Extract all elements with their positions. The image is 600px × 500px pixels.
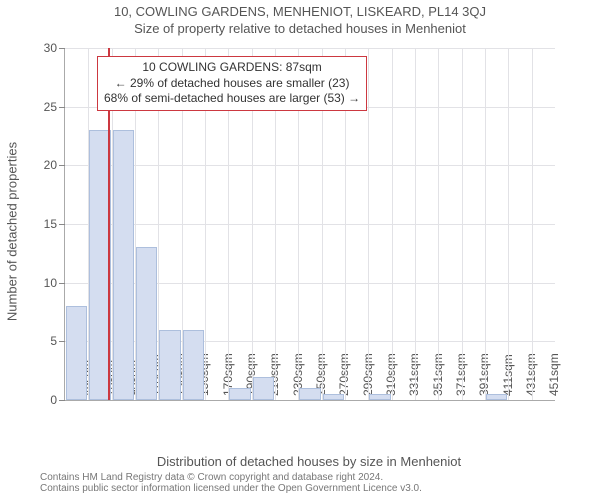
- y-tick-label: 20: [33, 158, 57, 172]
- y-tick-label: 0: [33, 393, 57, 407]
- copyright: Contains HM Land Registry data © Crown c…: [40, 472, 422, 494]
- gridline-h: [65, 224, 555, 225]
- y-tick: [59, 48, 65, 49]
- title-description: Size of property relative to detached ho…: [0, 19, 600, 36]
- x-axis-label: Distribution of detached houses by size …: [64, 454, 554, 469]
- gridline-v: [462, 48, 463, 400]
- title-address: 10, COWLING GARDENS, MENHENIOT, LISKEARD…: [0, 0, 600, 19]
- y-tick: [59, 400, 65, 401]
- y-tick-label: 15: [33, 217, 57, 231]
- histogram-bar: [136, 247, 157, 400]
- x-tick-label: 451sqm: [547, 353, 561, 396]
- annotation-line2: ← 29% of detached houses are smaller (23…: [104, 76, 360, 92]
- histogram-bar: [486, 394, 507, 400]
- histogram-bar: [229, 388, 250, 400]
- histogram-bar: [253, 377, 274, 400]
- y-tick: [59, 283, 65, 284]
- y-tick: [59, 341, 65, 342]
- gridline-v: [392, 48, 393, 400]
- gridline-v: [368, 48, 369, 400]
- y-tick: [59, 107, 65, 108]
- gridline-v: [438, 48, 439, 400]
- y-axis-label: Number of detached properties: [5, 142, 20, 321]
- annotation-box: 10 COWLING GARDENS: 87sqm← 29% of detach…: [97, 56, 367, 111]
- gridline-v: [532, 48, 533, 400]
- gridline-h: [65, 48, 555, 49]
- y-tick-label: 5: [33, 334, 57, 348]
- gridline-v: [415, 48, 416, 400]
- y-tick-label: 30: [33, 41, 57, 55]
- copyright-line1: Contains HM Land Registry data © Crown c…: [40, 472, 422, 483]
- gridline-v: [485, 48, 486, 400]
- gridline-v: [508, 48, 509, 400]
- y-tick-label: 10: [33, 276, 57, 290]
- y-tick: [59, 224, 65, 225]
- plot-area: 05101520253049sqm70sqm90sqm110sqm130sqm1…: [64, 48, 555, 401]
- y-tick-label: 25: [33, 100, 57, 114]
- histogram-bar: [183, 330, 204, 400]
- histogram-bar: [66, 306, 87, 400]
- histogram-bar: [113, 130, 134, 400]
- histogram-bar: [159, 330, 180, 400]
- copyright-line2: Contains public sector information licen…: [40, 483, 422, 494]
- annotation-line1: 10 COWLING GARDENS: 87sqm: [104, 60, 360, 76]
- gridline-h: [65, 165, 555, 166]
- histogram-bar: [299, 388, 320, 400]
- histogram-bar: [323, 394, 344, 400]
- histogram-bar: [369, 394, 390, 400]
- y-tick: [59, 165, 65, 166]
- annotation-line3: 68% of semi-detached houses are larger (…: [104, 91, 360, 107]
